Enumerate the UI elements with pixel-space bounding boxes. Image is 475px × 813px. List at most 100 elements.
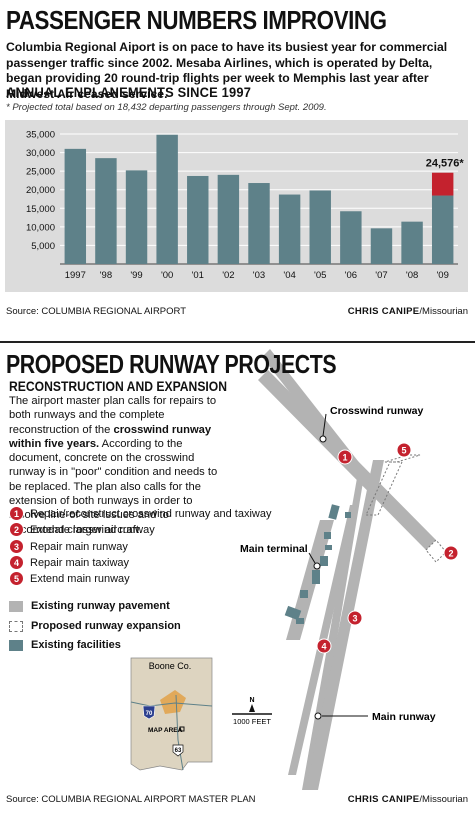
legend-item-5: 5 Extend main runway	[9, 571, 130, 586]
chart-panel: 5,000 10,000 15,000 20,000 25,000 30,000 35,00…	[5, 120, 468, 292]
marker-number: 2	[448, 549, 453, 559]
facility-building	[320, 556, 328, 566]
bar	[217, 174, 240, 264]
map-area-box	[179, 726, 185, 732]
highway-number: 63	[175, 748, 182, 754]
x-tick-label: '07	[375, 270, 387, 281]
runway-map: 1 2 3 4 5 Crosswind runway Main terminal…	[130, 349, 459, 790]
section-divider	[0, 341, 475, 343]
bar	[431, 195, 454, 264]
map-marker-2: 2	[443, 545, 459, 561]
bar	[95, 158, 117, 264]
intro-text: Columbia Regional Aiport is on pace to h…	[6, 40, 448, 101]
key-label: Proposed runway expansion	[31, 620, 181, 632]
legend-item-2: 2 Extend crosswind runway	[9, 522, 155, 537]
chart-heading: ANNUAL ENPLANEMENTS SINCE 1997	[6, 84, 252, 100]
key-proposed-expansion: Proposed runway expansion	[9, 620, 181, 632]
bar	[278, 194, 301, 264]
y-tick-label: 30,000	[26, 148, 55, 159]
bar	[125, 170, 148, 264]
map-marker-5: 5	[396, 442, 412, 458]
facility-building	[300, 590, 308, 598]
interstate-number: 70	[146, 711, 153, 717]
map-marker-4: 4	[316, 638, 332, 654]
bar	[248, 183, 270, 264]
boone-county-shape	[130, 657, 213, 771]
legend-item-1: 1 Repair/reconstruct crosswind runway and…	[9, 506, 272, 521]
project-number-badge: 1	[9, 506, 24, 521]
x-tick-label: '99	[130, 270, 142, 281]
interstate-shield-icon: 70	[142, 705, 156, 720]
bar	[156, 134, 178, 264]
y-tick-label: 10,000	[26, 222, 55, 233]
bar	[401, 221, 423, 264]
chart-footnote: * Projected total based on 18,432 depart…	[6, 102, 327, 113]
locator-map: Boone Co. 70 MAP AREA 63	[130, 657, 213, 771]
map-marker-3: 3	[347, 610, 363, 626]
map-area-text: MAP AREA	[148, 727, 183, 734]
bar-projection	[431, 172, 454, 196]
x-tick-label: '04	[283, 270, 295, 281]
terminal-leader	[308, 552, 316, 564]
credit-org: /Missourian	[419, 306, 468, 317]
main-terminal-label: Main terminal	[240, 543, 308, 555]
runway-description: The airport master plan calls for repair…	[9, 394, 231, 537]
key-existing-facilities: Existing facilities	[9, 639, 121, 651]
project-label: Extend main runway	[30, 572, 130, 585]
facility-building	[345, 512, 351, 518]
bar	[370, 228, 393, 264]
data-label: 24,576*	[426, 158, 465, 170]
marker-number: 5	[401, 446, 406, 456]
enplanements-bar-chart: 5,000 10,000 15,000 20,000 25,000 30,000 35,00…	[26, 130, 465, 282]
crosswind-runway-label: Crosswind runway	[330, 405, 424, 417]
main-runway-dot	[314, 712, 322, 720]
runway-subhead: RECONSTRUCTION AND EXPANSION	[9, 379, 228, 394]
chart-credit: CHRIS CANIPE/Missourian	[348, 306, 468, 317]
bar	[64, 148, 87, 264]
x-tick-label: '98	[100, 270, 112, 281]
x-tick-label: '09	[436, 270, 448, 281]
marker-number: 1	[342, 453, 347, 463]
interstate-70-line	[130, 701, 213, 707]
x-tick-label: '06	[345, 270, 357, 281]
credit-name: CHRIS CANIPE	[347, 306, 420, 317]
x-tick-label: '01	[192, 270, 204, 281]
county-label: Boone Co.	[149, 661, 192, 671]
facility-building	[324, 532, 331, 539]
facility-building	[312, 570, 320, 584]
desc-text: The airport master plan calls for repair…	[9, 395, 217, 436]
project-number-badge: 2	[9, 522, 24, 537]
y-tick-label: 35,000	[26, 130, 55, 141]
marker-number: 3	[352, 614, 357, 624]
highway-shield-icon: 63	[172, 744, 184, 757]
bar	[340, 211, 362, 264]
legend-item-3: 3 Repair main runway	[9, 539, 128, 554]
key-label: Existing runway pavement	[31, 600, 170, 612]
desc-bold-text: crosswind runway within five years.	[9, 423, 212, 450]
main-runway-label: Main runway	[372, 711, 436, 723]
page-title: PASSENGER NUMBERS IMPROVING	[6, 5, 387, 35]
facility-building	[325, 545, 332, 550]
main-runway-body	[306, 460, 384, 790]
desc-text-continued: According to the document, concrete on t…	[9, 437, 218, 536]
x-tick-label: '02	[222, 270, 234, 281]
key-label: Existing facilities	[31, 639, 121, 651]
bar	[187, 175, 209, 264]
credit-org: /Missourian	[419, 794, 468, 805]
project-number-badge: 5	[9, 571, 24, 586]
map-source: Source: COLUMBIA REGIONAL AIRPORT MASTER…	[6, 794, 256, 805]
bar	[309, 190, 331, 264]
crosswind-runway-dot	[319, 435, 327, 443]
x-tick-label: 1997	[65, 270, 86, 281]
facility-building	[296, 618, 304, 624]
crosswind-runway-leader	[322, 413, 327, 437]
project-label: Extend crosswind runway	[30, 523, 155, 536]
key-existing-pavement: Existing runway pavement	[9, 600, 170, 612]
y-tick-label: 25,000	[26, 167, 55, 178]
north-label: N	[249, 697, 254, 704]
chart-source: Source: COLUMBIA REGIONAL AIRPORT	[6, 306, 187, 317]
project-label: Repair main runway	[30, 540, 128, 553]
project-number-badge: 3	[9, 539, 24, 554]
x-tick-label: '03	[253, 270, 265, 281]
columbia-area-shape	[160, 690, 186, 714]
